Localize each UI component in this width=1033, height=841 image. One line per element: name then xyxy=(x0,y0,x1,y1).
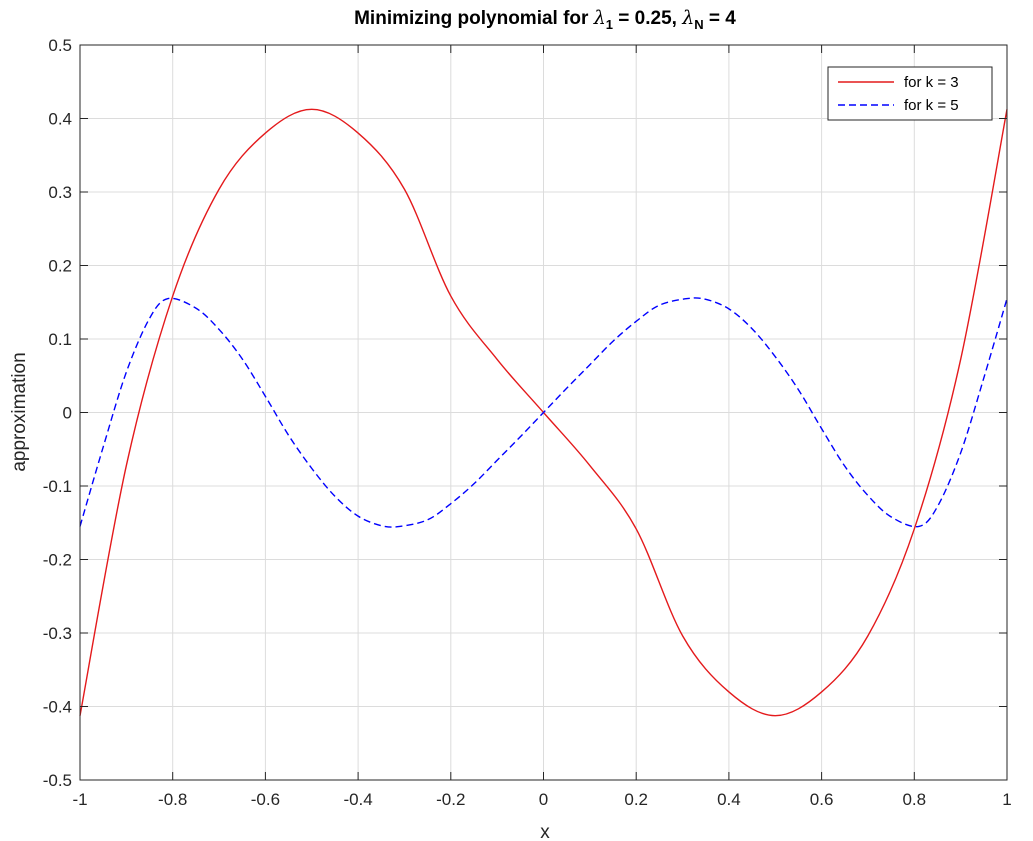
x-tick-label: 0.6 xyxy=(810,790,834,809)
chart-title: Minimizing polynomial for λ1 = 0.25, λN … xyxy=(354,7,736,32)
axes xyxy=(79,44,1008,781)
y-tick-label: 0.1 xyxy=(48,330,72,349)
title-lambda1-symbol: λ xyxy=(593,7,606,29)
x-axis-label: x xyxy=(540,822,550,841)
y-tick-label: -0.5 xyxy=(43,771,72,790)
x-tick-label: 0.2 xyxy=(624,790,648,809)
y-tick-label: -0.2 xyxy=(43,551,72,570)
series-line-2 xyxy=(79,297,1008,528)
legend-label-2: for k = 5 xyxy=(904,97,959,114)
x-tick-label: -0.8 xyxy=(158,790,187,809)
y-tick-label: 0.2 xyxy=(48,257,72,276)
series-layer xyxy=(79,108,1008,717)
title-lambdaN-value: = 4 xyxy=(704,8,737,29)
title-lambda1-value: = 0.25, xyxy=(613,8,682,29)
x-tick-label: 1 xyxy=(1002,790,1011,809)
title-lambdaN-subscript: N xyxy=(694,17,703,32)
y-axis-label: approximation xyxy=(9,352,30,471)
x-tick-label: 0.8 xyxy=(902,790,926,809)
title-lambdaN-symbol: λ xyxy=(681,7,694,29)
y-tick-label: 0.4 xyxy=(48,110,72,129)
legend-box xyxy=(827,66,993,121)
legend: for k = 3 for k = 5 xyxy=(827,66,993,121)
x-tick-label: -0.4 xyxy=(343,790,372,809)
x-tick-label: 0 xyxy=(539,790,548,809)
y-tick-label: -0.1 xyxy=(43,477,72,496)
x-tick-label: -1 xyxy=(72,790,87,809)
title-prefix: Minimizing polynomial for xyxy=(354,8,594,29)
x-tick-label: 0.4 xyxy=(717,790,741,809)
y-tick-label: -0.3 xyxy=(43,624,72,643)
legend-label-1: for k = 3 xyxy=(904,74,959,91)
y-tick-label: 0.5 xyxy=(48,36,72,55)
title-lambda1-subscript: 1 xyxy=(606,17,613,32)
y-tick-label: 0.3 xyxy=(48,183,72,202)
tick-labels: -1 -0.8 -0.6 -0.4 -0.2 0 0.2 0.4 0.6 0.8 1 -0.5 -0.4… xyxy=(43,36,1012,809)
x-tick-label: -0.6 xyxy=(251,790,280,809)
x-tick-label: -0.2 xyxy=(436,790,465,809)
y-tick-label: 0 xyxy=(63,404,72,423)
y-tick-label: -0.4 xyxy=(43,698,72,717)
